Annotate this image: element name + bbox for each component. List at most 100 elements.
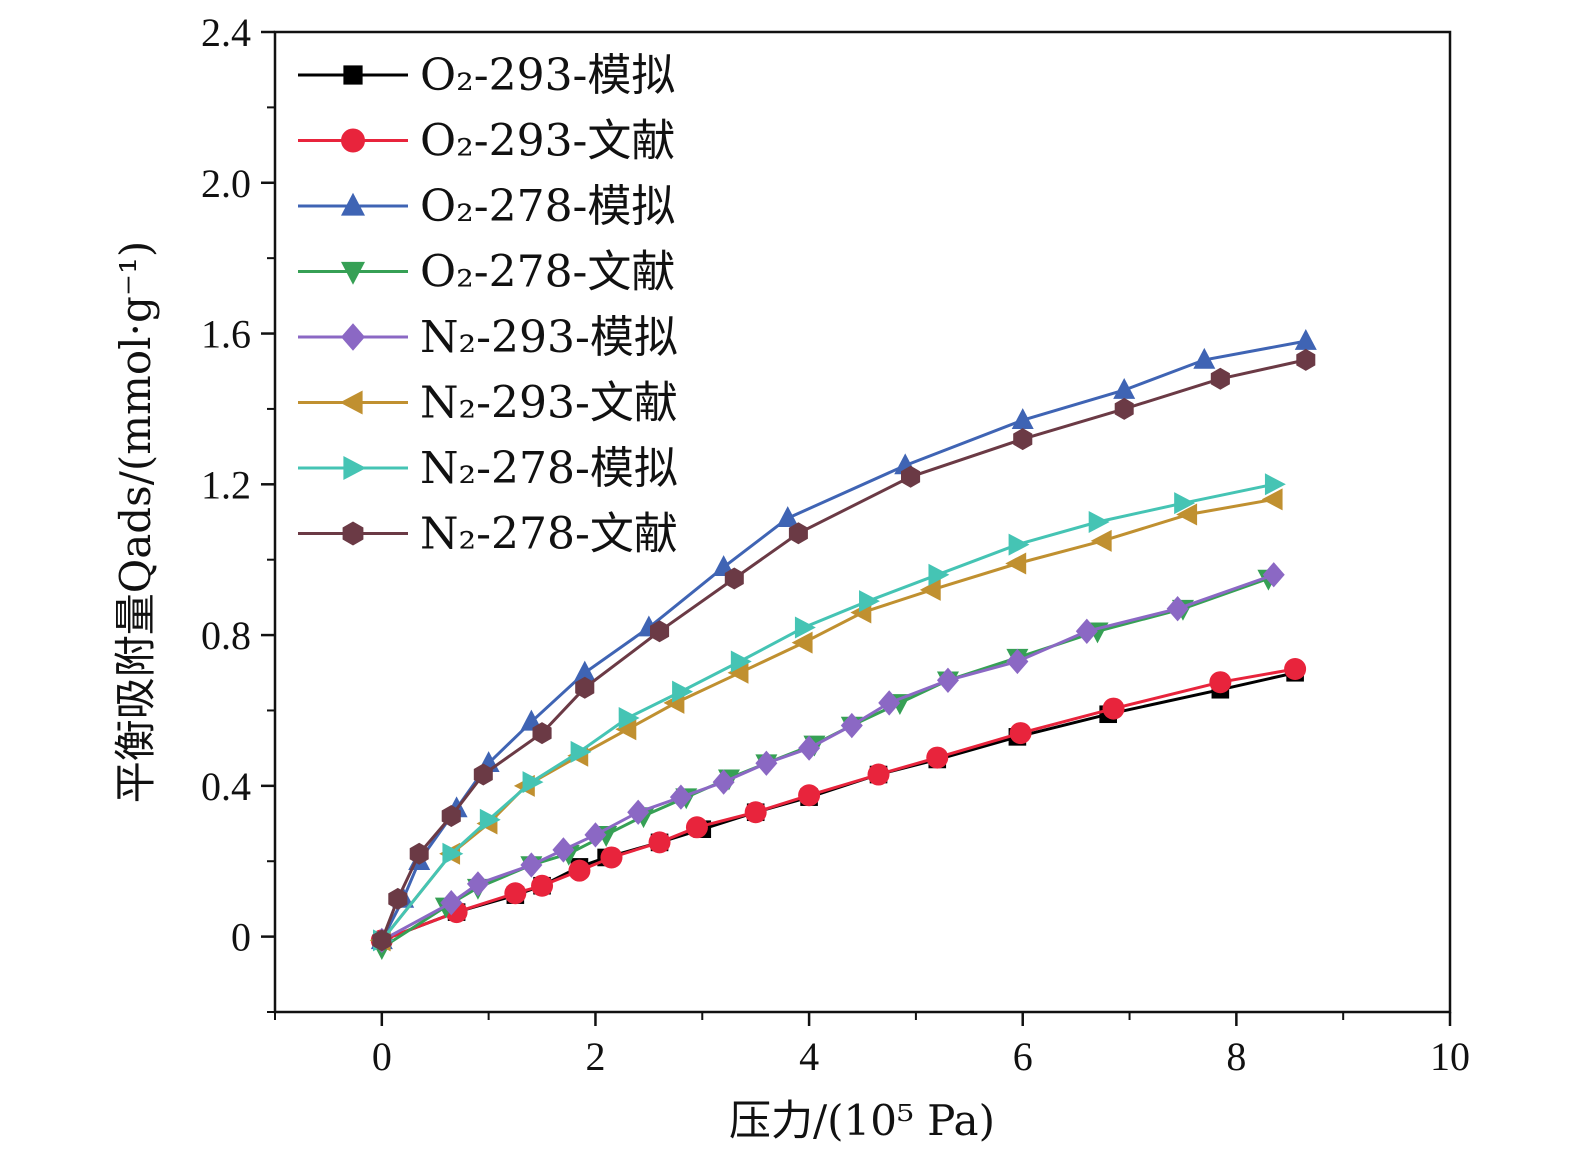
data-point bbox=[627, 799, 650, 825]
legend-marker bbox=[341, 192, 365, 216]
legend-marker bbox=[341, 261, 365, 285]
legend-label: O₂-293-文献 bbox=[420, 116, 675, 167]
legend-marker bbox=[341, 323, 365, 351]
data-point bbox=[1114, 397, 1134, 420]
data-point bbox=[575, 676, 595, 699]
data-point bbox=[776, 506, 799, 528]
data-point bbox=[928, 563, 950, 586]
x-tick-label: 8 bbox=[1226, 1034, 1246, 1079]
data-point bbox=[522, 771, 544, 794]
data-point bbox=[1009, 722, 1032, 745]
x-tick-label: 2 bbox=[585, 1034, 605, 1079]
plot-frame bbox=[273, 30, 1452, 1014]
data-point bbox=[1090, 529, 1112, 552]
data-point bbox=[672, 680, 694, 703]
data-point bbox=[901, 465, 921, 488]
data-point bbox=[1262, 562, 1285, 588]
legend-entry: N₂-278-文献 bbox=[298, 509, 678, 560]
x-tick-label: 10 bbox=[1430, 1034, 1470, 1079]
data-point bbox=[1209, 671, 1232, 694]
data-point bbox=[1006, 648, 1029, 675]
data-point bbox=[466, 871, 489, 897]
data-point bbox=[1011, 408, 1034, 430]
legend-entry: N₂-293-文献 bbox=[298, 378, 678, 429]
legend-marker bbox=[342, 521, 364, 546]
legend-marker bbox=[343, 65, 363, 85]
data-point bbox=[552, 837, 575, 863]
series-line bbox=[380, 497, 1275, 942]
data-point bbox=[600, 846, 623, 869]
data-point bbox=[1193, 347, 1216, 369]
series-line bbox=[380, 339, 1307, 942]
data-point bbox=[1294, 328, 1317, 350]
data-point bbox=[532, 722, 552, 745]
data-point bbox=[712, 769, 735, 795]
data-point bbox=[409, 842, 429, 865]
y-tick-label: 1.6 bbox=[201, 312, 251, 357]
y-tick-label: 0 bbox=[231, 915, 251, 960]
data-point bbox=[878, 690, 901, 716]
data-point bbox=[867, 763, 890, 786]
legend: O₂-293-模拟 O₂-293-文献 O₂-278-模拟 O₂-278-文献 N₂-2… bbox=[298, 50, 678, 560]
legend-label: O₂-278-文献 bbox=[420, 247, 675, 298]
data-point bbox=[388, 887, 408, 910]
series-line bbox=[381, 573, 1275, 942]
data-point bbox=[755, 750, 778, 776]
data-point bbox=[1176, 503, 1198, 526]
data-point bbox=[794, 616, 816, 639]
legend-label: N₂-293-模拟 bbox=[420, 312, 678, 363]
y-tick-label: 1.2 bbox=[201, 462, 251, 507]
data-point bbox=[730, 650, 752, 673]
legend-label: O₂-293-模拟 bbox=[420, 50, 675, 101]
legend-marker bbox=[341, 128, 365, 153]
data-point bbox=[1088, 511, 1110, 533]
data-point bbox=[615, 718, 637, 741]
legend-entry: O₂-293-模拟 bbox=[298, 50, 675, 101]
data-point bbox=[531, 874, 554, 897]
data-point bbox=[1174, 492, 1196, 515]
data-point bbox=[1102, 697, 1125, 720]
series-8 bbox=[372, 348, 1316, 952]
data-point bbox=[1013, 428, 1033, 451]
data-point bbox=[788, 522, 808, 545]
series-1 bbox=[373, 663, 1304, 950]
data-point bbox=[473, 763, 493, 786]
data-point bbox=[650, 620, 670, 643]
data-point bbox=[1210, 367, 1230, 390]
legend-entry: O₂-293-文献 bbox=[298, 116, 675, 167]
data-point bbox=[1264, 473, 1286, 496]
series-line bbox=[381, 667, 1296, 942]
data-point bbox=[479, 808, 501, 831]
data-point bbox=[618, 707, 640, 729]
data-point bbox=[584, 822, 607, 848]
legend-label: O₂-278-模拟 bbox=[420, 181, 675, 232]
data-point bbox=[791, 631, 813, 654]
data-point bbox=[520, 852, 543, 878]
legend-marker bbox=[343, 456, 367, 480]
x-tick-label: 4 bbox=[799, 1034, 819, 1079]
series-layer bbox=[369, 328, 1317, 961]
data-point bbox=[724, 567, 744, 590]
data-point bbox=[504, 882, 527, 905]
y-tick-label: 0.8 bbox=[201, 613, 251, 658]
x-tick-label: 0 bbox=[372, 1034, 392, 1079]
y-tick-label: 2.0 bbox=[201, 161, 251, 206]
legend-label: N₂-278-文献 bbox=[420, 509, 678, 560]
series-6 bbox=[369, 488, 1283, 952]
legend-entry: N₂-293-模拟 bbox=[298, 312, 678, 363]
y-axis-label: 平衡吸附量Qads/(mmol·g⁻¹) bbox=[111, 241, 160, 803]
data-point bbox=[1166, 596, 1189, 622]
data-point bbox=[1005, 552, 1027, 575]
data-point bbox=[936, 667, 959, 693]
data-point bbox=[570, 740, 592, 763]
legend-label: N₂-293-文献 bbox=[420, 378, 678, 429]
legend-entry: O₂-278-模拟 bbox=[298, 181, 675, 232]
data-point bbox=[685, 816, 708, 839]
legend-entry: O₂-278-文献 bbox=[298, 247, 675, 298]
data-point bbox=[926, 746, 949, 769]
data-point bbox=[648, 831, 671, 854]
axes: 0 2 4 6 8 10 0 0.4 0.8 1.2 1.6 2.0 2.4 bbox=[201, 10, 1470, 1079]
legend-entry: N₂-278-模拟 bbox=[298, 443, 678, 494]
data-point bbox=[840, 712, 863, 739]
